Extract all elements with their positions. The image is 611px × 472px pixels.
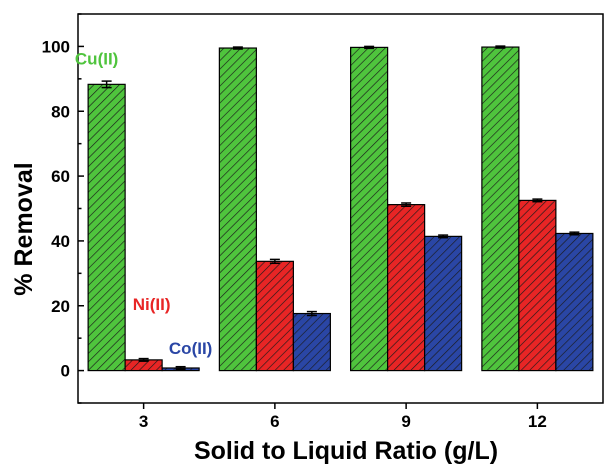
bar-coii-6	[292, 312, 331, 372]
x-tick-label: 12	[528, 412, 547, 431]
axes: 3 6 9 12 0 20 40 60 80 100	[42, 13, 604, 431]
bar-niii-6	[255, 260, 294, 372]
bar-coii-9	[424, 235, 463, 372]
x-tick-label: 9	[401, 412, 410, 431]
y-tick-label: 0	[61, 362, 70, 381]
bar-niii-9	[387, 204, 426, 372]
error-bar	[569, 231, 580, 236]
error-bar	[364, 45, 375, 50]
x-tick-label: 6	[270, 412, 279, 431]
series-label-coii: Co(II)	[169, 339, 212, 358]
error-bar	[232, 46, 243, 50]
error-bar	[532, 198, 543, 203]
error-bar	[495, 45, 506, 49]
y-tick-label: 80	[51, 102, 70, 121]
bar-niii-12	[518, 199, 557, 372]
error-bar	[401, 202, 412, 207]
y-axis-title: % Removal	[10, 162, 38, 295]
y-tick-label: 40	[51, 232, 70, 251]
y-tick-label: 100	[42, 37, 70, 56]
bar-cuii-9	[350, 46, 389, 372]
error-bar	[269, 258, 280, 265]
error-bar	[101, 80, 112, 89]
error-bar	[175, 365, 186, 371]
error-bar	[306, 310, 317, 317]
series-labels: Cu(II) Ni(II) Co(II)	[75, 49, 212, 358]
y-tick-label: 20	[51, 297, 70, 316]
error-bar	[138, 357, 149, 362]
series-label-niii: Ni(II)	[133, 295, 171, 314]
plot-area	[87, 45, 594, 372]
series-label-cuii: Cu(II)	[75, 49, 118, 68]
y-tick-label: 60	[51, 167, 70, 186]
x-tick-label: 3	[139, 412, 148, 431]
bar-cuii-12	[481, 46, 520, 372]
x-axis-title: Solid to Liquid Ratio (g/L)	[194, 437, 498, 465]
bar-cuii-6	[218, 47, 257, 372]
error-bar	[438, 234, 449, 239]
bar-coii-12	[555, 232, 594, 372]
bar-cuii-3	[87, 83, 126, 372]
